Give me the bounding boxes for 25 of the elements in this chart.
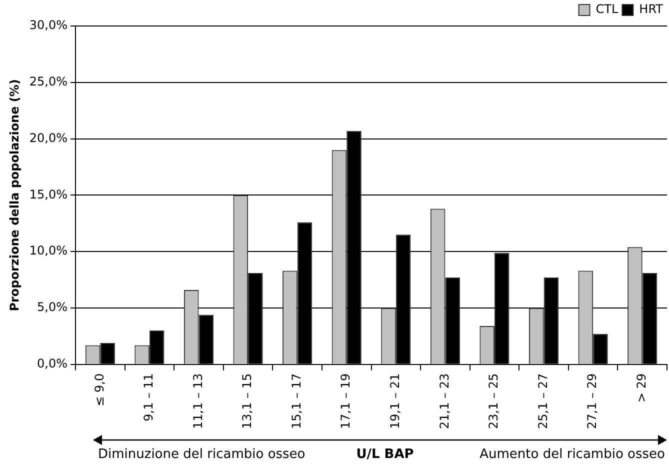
x-tick-label: 25,1 – 27	[536, 373, 550, 430]
x-tick-label: 9,1 – 11	[142, 373, 156, 422]
legend-label: HRT	[639, 2, 664, 16]
x-tick-label: 23,1 – 25	[486, 373, 501, 430]
x-tick-label: 27,1 – 29	[585, 373, 600, 430]
x-tick-label: 17,1 – 19	[338, 373, 353, 430]
y-tick-label: 10,0%	[29, 244, 68, 258]
y-tick-label: 0,0%	[37, 356, 68, 371]
x-tick-label: 13,1 – 15	[240, 373, 254, 430]
y-tick-label: 30,0%	[29, 18, 68, 32]
y-tick-label: 20,0%	[29, 130, 68, 145]
y-tick-label: 15,0%	[29, 187, 68, 202]
x-tick-label: > 29	[634, 373, 648, 403]
y-tick-label: 5,0%	[37, 300, 68, 314]
x-tick-label: 15,1 – 17	[289, 373, 304, 430]
x-tick-label: 19,1 – 21	[388, 373, 402, 430]
text: Aumento del ricambio osseo	[480, 447, 665, 462]
legend-label: CTL	[596, 2, 618, 16]
x-tick-label: 11,1 – 13	[190, 373, 205, 430]
x-tick-label: 21,1 – 23	[437, 373, 452, 430]
text: Diminuzione del ricambio osseo	[98, 447, 306, 462]
x-tick-label: ≤ 9,0	[92, 373, 106, 406]
x-axis-title: U/L BAP	[356, 447, 414, 462]
y-tick-label: 25,0%	[29, 74, 68, 89]
y-axis-title: Proporzione della popolazione (%)	[7, 79, 22, 312]
